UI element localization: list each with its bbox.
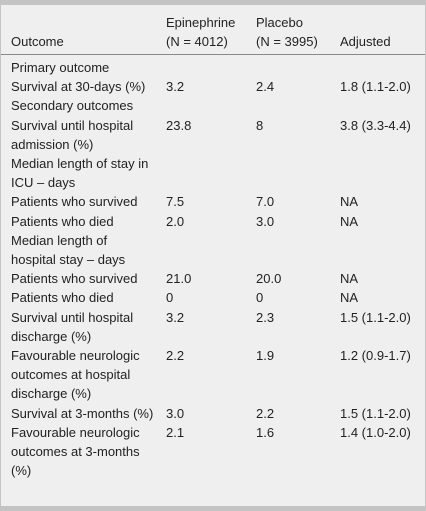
cell-epinephrine — [157, 96, 247, 115]
table-row: Patients who survived 21.0 20.0 NA — [1, 269, 425, 288]
cell-epinephrine: 2.2 — [166, 348, 185, 364]
cell-outcome: Patients who died — [11, 290, 114, 306]
cell-adjusted: 1.5 (1.1-2.0) — [340, 405, 411, 421]
cell-placebo: 0 — [256, 290, 264, 306]
cell-placebo: 1.6 — [256, 424, 275, 440]
cell-placebo: 8 — [256, 117, 264, 133]
cell-adjusted: 1.4 (1.0-2.0) — [340, 424, 411, 440]
cell-epinephrine: 2.1 — [166, 424, 185, 440]
cell-placebo: 2.3 — [256, 309, 275, 325]
cell-adjusted: NA — [340, 194, 359, 210]
table-row: Patients who died 2.0 3.0 NA — [1, 212, 425, 231]
cell-adjusted: 3.8 (3.3-4.4) — [340, 117, 411, 133]
cell-placebo — [247, 96, 331, 115]
section-heading-cell: Median length of stay in ICU – days — [11, 156, 149, 191]
cell-adjusted: NA — [340, 213, 359, 229]
cell-adjusted: NA — [340, 271, 359, 287]
header-placebo: Placebo (N = 3995) — [247, 5, 331, 55]
table-body: Primary outcome Survival at 30-days (%) 3.… — [1, 55, 425, 481]
cell-epinephrine: 21.0 — [166, 271, 192, 287]
cell-outcome: Survival at 30-days (%) — [11, 79, 146, 95]
cell-placebo — [247, 231, 331, 269]
header-outcome: Outcome — [1, 5, 157, 55]
cell-outcome: Patients who survived — [11, 194, 138, 210]
header-adjusted-label: Adjusted — [340, 34, 391, 49]
cell-outcome: Patients who survived — [11, 271, 138, 287]
cell-outcome: Survival until hospital discharge (%) — [11, 309, 134, 344]
header-placebo-label: Placebo — [256, 15, 303, 30]
table-row: Favourable neurologic outcomes at 3-mont… — [1, 423, 425, 481]
table-row: Survival at 30-days (%) 3.2 2.4 1.8 (1.1-2.… — [1, 77, 425, 96]
section-heading-cell: Median length of hospital stay – days — [11, 232, 126, 268]
cell-outcome: Patients who died — [11, 213, 114, 229]
cell-outcome: Survival until hospital admission (%) — [11, 117, 134, 152]
cell-placebo: 7.0 — [256, 194, 275, 210]
cell-adjusted: 1.8 (1.1-2.0) — [340, 79, 411, 95]
header-adjusted: Adjusted — [331, 5, 425, 55]
cell-placebo — [247, 154, 331, 192]
table-row: Primary outcome — [1, 55, 425, 78]
header-placebo-n: (N = 3995) — [256, 34, 318, 49]
cell-placebo: 3.0 — [256, 213, 275, 229]
cell-epinephrine — [157, 154, 247, 192]
table-row: Median length of hospital stay – days — [1, 231, 425, 269]
cell-placebo — [247, 55, 331, 78]
cell-placebo: 1.9 — [256, 348, 275, 364]
cell-outcome: Favourable neurologic outcomes at hospit… — [11, 348, 140, 402]
header-epinephrine: Epinephrine (N = 4012) — [157, 5, 247, 55]
table-row: Survival until hospital admission (%) 23.… — [1, 116, 425, 154]
cell-adjusted — [331, 55, 425, 78]
cell-epinephrine — [157, 55, 247, 78]
cell-placebo: 2.4 — [256, 79, 275, 95]
cell-epinephrine: 3.2 — [166, 79, 185, 95]
cell-epinephrine: 7.5 — [166, 194, 185, 210]
cell-adjusted — [331, 231, 425, 269]
cell-adjusted: 1.2 (0.9-1.7) — [340, 348, 411, 364]
cell-epinephrine: 0 — [166, 290, 174, 306]
cell-placebo: 2.2 — [256, 405, 275, 421]
table-row: Survival until hospital discharge (%) 3.2… — [1, 308, 425, 346]
cell-adjusted: NA — [340, 290, 359, 306]
cell-adjusted — [331, 96, 425, 115]
section-heading-cell: Secondary outcomes — [11, 98, 134, 114]
table-row: Favourable neurologic outcomes at hospit… — [1, 346, 425, 404]
cell-epinephrine: 23.8 — [166, 117, 192, 133]
cell-outcome: Favourable neurologic outcomes at 3-mont… — [11, 424, 140, 479]
table-header: Outcome Epinephrine (N = 4012) Placebo (N … — [1, 5, 425, 55]
header-row: Outcome Epinephrine (N = 4012) Placebo (N … — [1, 5, 425, 55]
outcomes-table: Outcome Epinephrine (N = 4012) Placebo (N … — [1, 5, 425, 480]
table-row: Survival at 3-months (%) 3.0 2.2 1.5 (1.1-2… — [1, 404, 425, 423]
cell-epinephrine: 3.2 — [166, 309, 185, 325]
header-epinephrine-label: Epinephrine — [166, 15, 236, 30]
table-row: Patients who survived 7.5 7.0 NA — [1, 192, 425, 211]
header-epinephrine-n: (N = 4012) — [166, 34, 228, 49]
cell-adjusted — [331, 154, 425, 192]
table-row: Secondary outcomes — [1, 96, 425, 115]
cell-placebo: 20.0 — [256, 271, 282, 287]
header-outcome-label: Outcome — [11, 34, 64, 49]
cell-outcome: Survival at 3-months (%) — [11, 405, 154, 421]
cell-epinephrine — [157, 231, 247, 269]
cell-adjusted: 1.5 (1.1-2.0) — [340, 309, 411, 325]
table-row: Median length of stay in ICU – days — [1, 154, 425, 192]
cell-epinephrine: 2.0 — [166, 213, 185, 229]
section-heading-cell: Primary outcome — [11, 60, 110, 75]
table-row: Patients who died 0 0 NA — [1, 288, 425, 307]
cell-epinephrine: 3.0 — [166, 405, 185, 421]
